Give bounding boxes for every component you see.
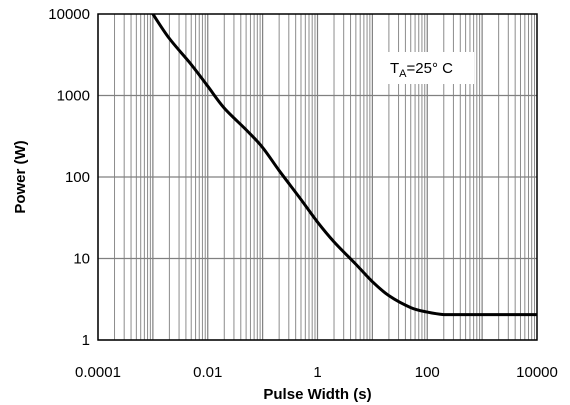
x-tick-label: 10000: [516, 364, 558, 381]
power-curve: [151, 14, 537, 317]
x-axis-ticks: 0.0001 0.01 1 100 10000: [75, 364, 558, 381]
x-tick-label: 1: [313, 364, 321, 381]
y-axis-title: Power (W): [12, 140, 29, 213]
y-tick-label: 1: [82, 332, 90, 349]
x-tick-label: 0.01: [193, 364, 222, 381]
plot-frame: [97, 13, 538, 341]
y-tick-label: 100: [65, 169, 90, 186]
y-axis-ticks: 1 10 100 1000 10000: [48, 6, 90, 349]
y-tick-label: 1000: [57, 88, 90, 105]
annotation-subscript: A: [399, 68, 407, 80]
annotation-background: [382, 52, 474, 84]
y-tick-label: 10: [73, 251, 90, 268]
annotation-rest: =25° C: [407, 60, 454, 77]
temperature-annotation: TA=25° C: [382, 52, 474, 84]
annotation-text: TA=25° C: [390, 60, 453, 80]
plot-area: [151, 14, 537, 317]
annotation-main: T: [390, 60, 399, 77]
x-tick-label: 0.0001: [75, 364, 121, 381]
x-axis-title: Pulse Width (s): [263, 386, 371, 403]
x-tick-label: 100: [415, 364, 440, 381]
y-tick-label: 10000: [48, 6, 90, 23]
